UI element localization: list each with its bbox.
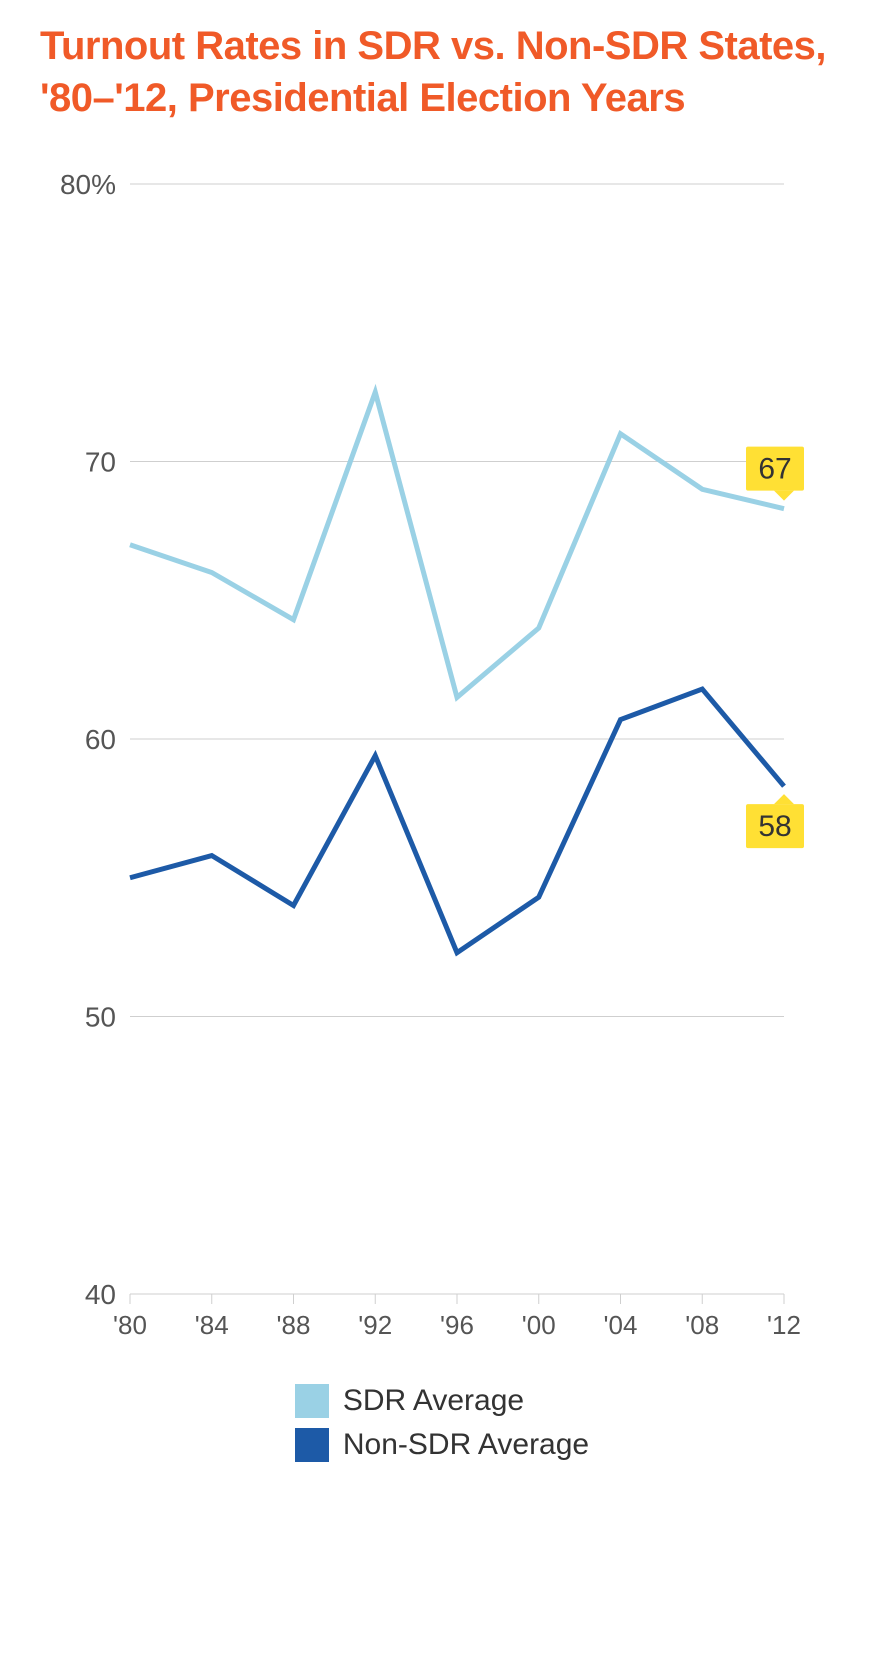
callout-value: 58 bbox=[758, 810, 791, 843]
y-axis-label: 80% bbox=[60, 169, 116, 200]
series-line-sdr bbox=[130, 392, 784, 697]
legend-swatch bbox=[295, 1384, 329, 1418]
y-axis-label: 40 bbox=[85, 1279, 116, 1310]
legend-swatch bbox=[295, 1428, 329, 1462]
x-axis-label: '00 bbox=[522, 1310, 556, 1340]
line-chart: 40 50 60 70 80% '80 '84 '88 '92 '96 '00 '04 '08 '12 67… bbox=[40, 164, 844, 1344]
legend-item-sdr: SDR Average bbox=[295, 1384, 524, 1418]
x-axis-label: '80 bbox=[113, 1310, 147, 1340]
callout-nonsdr: 58 bbox=[746, 794, 804, 848]
x-axis-label: '08 bbox=[685, 1310, 719, 1340]
chart-container: 40 50 60 70 80% '80 '84 '88 '92 '96 '00 '04 '08 '12 67… bbox=[40, 164, 844, 1344]
y-axis-label: 50 bbox=[85, 1002, 116, 1033]
x-axis-label: '04 bbox=[604, 1310, 638, 1340]
series-line-nonsdr bbox=[130, 689, 784, 953]
callout-sdr: 67 bbox=[746, 447, 804, 501]
y-axis-label: 70 bbox=[85, 447, 116, 478]
x-axis-label: '88 bbox=[277, 1310, 311, 1340]
y-axis-label: 60 bbox=[85, 724, 116, 755]
x-axis-label: '96 bbox=[440, 1310, 474, 1340]
x-axis-label: '12 bbox=[767, 1310, 801, 1340]
chart-title: Turnout Rates in SDR vs. Non-SDR States,… bbox=[40, 20, 844, 124]
x-axis-label: '84 bbox=[195, 1310, 229, 1340]
legend-label: Non-SDR Average bbox=[343, 1428, 589, 1462]
legend-item-nonsdr: Non-SDR Average bbox=[295, 1428, 589, 1462]
callout-value: 67 bbox=[758, 453, 791, 486]
legend: SDR Average Non-SDR Average bbox=[295, 1384, 589, 1462]
x-axis-label: '92 bbox=[358, 1310, 392, 1340]
legend-label: SDR Average bbox=[343, 1384, 524, 1418]
